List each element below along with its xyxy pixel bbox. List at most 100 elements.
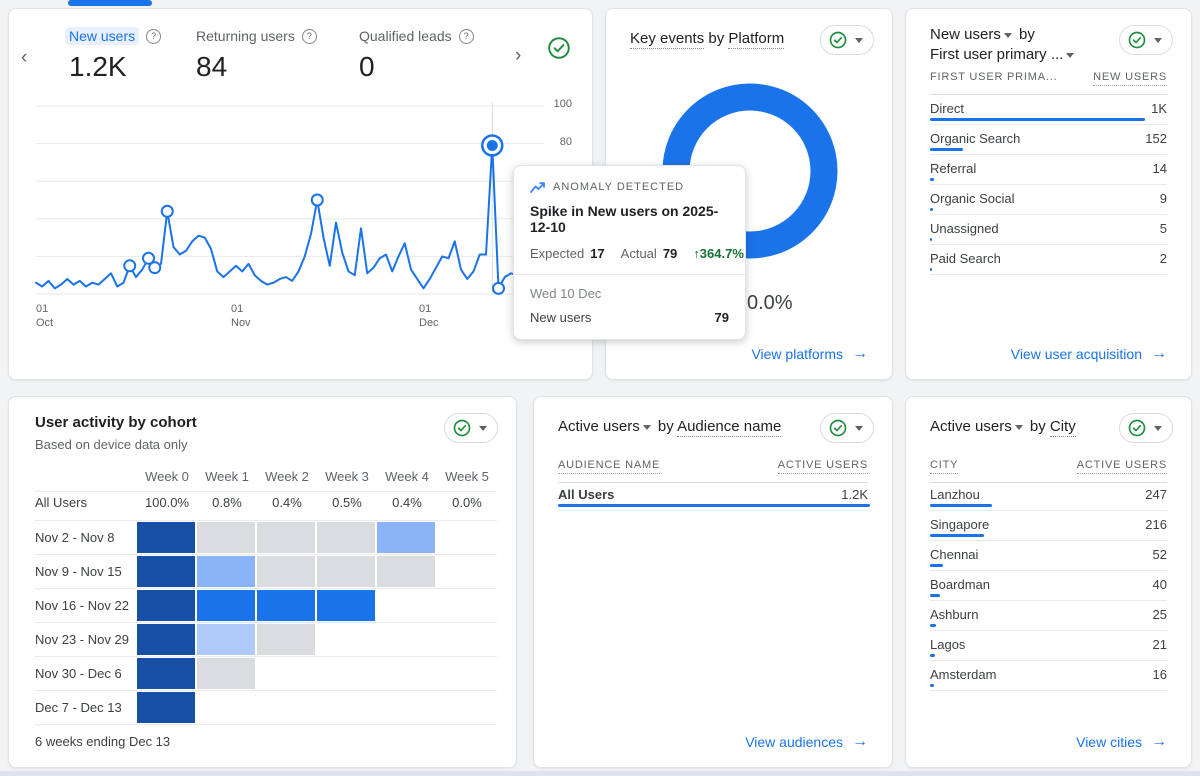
cohort-footer: 6 weeks ending Dec 13 bbox=[35, 734, 171, 749]
tab-new-users[interactable]: New users ? 1.2K bbox=[65, 26, 162, 83]
view-audiences-link[interactable]: View audiences → bbox=[745, 733, 868, 750]
insights-dropdown[interactable] bbox=[444, 413, 498, 443]
anomaly-stats: Expected 17 Actual 79 ↑364.7% bbox=[530, 246, 744, 261]
table-row[interactable]: Amsterdam 16 bbox=[930, 661, 1167, 691]
row-label: Amsterdam bbox=[930, 667, 997, 682]
table-row[interactable]: Referral 14 bbox=[930, 155, 1167, 185]
arrow-right-icon: → bbox=[852, 345, 868, 362]
cohort-cell bbox=[317, 522, 375, 553]
chevron-down-icon bbox=[1154, 425, 1162, 431]
tab-qualified-leads[interactable]: Qualified leads ? 0 bbox=[359, 26, 474, 83]
cohort-row[interactable]: Dec 7 - Dec 13 bbox=[35, 691, 497, 725]
table-row[interactable]: Chennai 52 bbox=[930, 541, 1167, 571]
row-label: All Users bbox=[558, 487, 615, 502]
table-row[interactable]: Ashburn 25 bbox=[930, 601, 1167, 631]
cohort-week-header: Week 2 bbox=[265, 469, 309, 484]
next-row-peek bbox=[0, 771, 1200, 776]
row-label: Singapore bbox=[930, 517, 990, 532]
active-tab-indicator bbox=[68, 0, 152, 6]
column-header[interactable]: NEW USERS bbox=[1093, 71, 1167, 86]
cohort-cell bbox=[317, 556, 375, 587]
row-bar bbox=[930, 594, 940, 597]
row-bar bbox=[930, 208, 933, 211]
cohort-week-header: Week 1 bbox=[205, 469, 249, 484]
row-bar bbox=[930, 564, 943, 567]
cohort-row-label: Dec 7 - Dec 13 bbox=[35, 700, 122, 715]
insights-dropdown[interactable] bbox=[820, 25, 874, 55]
cohort-week-header: Week 5 bbox=[445, 469, 489, 484]
cohort-row[interactable]: Nov 16 - Nov 22 bbox=[35, 589, 497, 623]
table-row[interactable]: Lanzhou 247 bbox=[930, 481, 1167, 511]
chevron-down-icon bbox=[479, 425, 487, 431]
help-icon[interactable]: ? bbox=[146, 28, 162, 44]
arrow-right-icon: → bbox=[1151, 733, 1167, 750]
x-axis-tick: 01 Oct bbox=[36, 303, 54, 329]
column-header[interactable]: FIRST USER PRIMA... bbox=[930, 71, 1058, 83]
view-user-acquisition-link[interactable]: View user acquisition → bbox=[1010, 345, 1167, 362]
table-row[interactable]: Lagos 21 bbox=[930, 631, 1167, 661]
column-header[interactable]: AUDIENCE NAME bbox=[558, 459, 661, 474]
cohort-percent: 0.0% bbox=[452, 495, 482, 510]
cohort-heatmap: Nov 2 - Nov 8 Nov 9 - Nov 15 Nov 16 - Nov … bbox=[35, 521, 497, 725]
check-circle-icon bbox=[453, 419, 471, 437]
table-row[interactable]: Singapore 216 bbox=[930, 511, 1167, 541]
chevron-down-icon bbox=[1154, 37, 1162, 43]
insights-dropdown[interactable] bbox=[820, 413, 874, 443]
row-value: 216 bbox=[1145, 517, 1167, 532]
cohort-row[interactable]: Nov 9 - Nov 15 bbox=[35, 555, 497, 589]
row-value: 5 bbox=[1159, 221, 1167, 236]
row-value: 16 bbox=[1152, 667, 1167, 682]
tab-label: New users bbox=[65, 27, 140, 45]
table-row[interactable]: Unassigned 5 bbox=[930, 215, 1167, 245]
chevron-down-icon bbox=[855, 425, 863, 431]
insights-dropdown[interactable] bbox=[1119, 25, 1173, 55]
cohort-cell bbox=[197, 556, 255, 587]
column-header[interactable]: ACTIVE USERS bbox=[777, 459, 868, 474]
insights-dropdown[interactable] bbox=[1119, 413, 1173, 443]
chevron-down-icon[interactable] bbox=[1014, 425, 1023, 430]
help-icon[interactable]: ? bbox=[458, 28, 474, 44]
table-row[interactable]: Organic Search 152 bbox=[930, 125, 1167, 155]
change-percent: ↑364.7% bbox=[693, 246, 744, 261]
table-row[interactable]: Organic Social 9 bbox=[930, 185, 1167, 215]
row-bar bbox=[930, 148, 963, 151]
cohort-row[interactable]: Nov 23 - Nov 29 bbox=[35, 623, 497, 657]
row-value: 152 bbox=[1145, 131, 1167, 146]
view-cities-link[interactable]: View cities → bbox=[1076, 733, 1167, 750]
table-row[interactable]: All Users 1.2K bbox=[558, 481, 870, 511]
cohort-row[interactable]: Nov 2 - Nov 8 bbox=[35, 521, 497, 555]
help-icon[interactable]: ? bbox=[301, 28, 317, 44]
cohort-row-label: Nov 30 - Dec 6 bbox=[35, 666, 122, 681]
table-row[interactable]: Boardman 40 bbox=[930, 571, 1167, 601]
row-bar bbox=[558, 504, 870, 507]
chevron-down-icon[interactable] bbox=[1066, 53, 1075, 58]
row-label: Unassigned bbox=[930, 221, 999, 236]
x-axis-tick: 01 Dec bbox=[419, 303, 439, 329]
table-header: CITY ACTIVE USERS bbox=[930, 459, 1167, 483]
chevron-down-icon[interactable] bbox=[642, 425, 651, 430]
table-row[interactable]: Paid Search 2 bbox=[930, 245, 1167, 275]
insights-check-icon[interactable] bbox=[546, 35, 572, 61]
row-bar bbox=[930, 268, 932, 271]
metric-value: 1.2K bbox=[69, 51, 127, 82]
cohort-week-headers: Week 0 Week 1 Week 2 Week 3 Week 4 Week 5 bbox=[35, 469, 497, 492]
table-row[interactable]: Direct 1K bbox=[930, 95, 1167, 125]
table-header: FIRST USER PRIMA... NEW USERS bbox=[930, 71, 1167, 95]
y-axis-tick: 100 bbox=[553, 98, 572, 110]
row-value: 1K bbox=[1151, 101, 1167, 116]
cohort-percent: 0.4% bbox=[272, 495, 302, 510]
column-header[interactable]: CITY bbox=[930, 459, 959, 474]
column-header[interactable]: ACTIVE USERS bbox=[1076, 459, 1167, 474]
chevron-down-icon[interactable] bbox=[1003, 33, 1012, 38]
tab-returning-users[interactable]: Returning users ? 84 bbox=[196, 26, 317, 83]
carousel-next-button[interactable]: › bbox=[515, 45, 522, 66]
divider bbox=[514, 274, 745, 275]
cohort-row[interactable]: Nov 30 - Dec 6 bbox=[35, 657, 497, 691]
y-axis-tick: 80 bbox=[559, 136, 572, 148]
cohort-percent: 0.4% bbox=[392, 495, 422, 510]
active-users-audience-card: Active users by Audience name AUDIENCE N… bbox=[533, 396, 893, 768]
new-users-acquisition-card: New users by First user primary ... FIRS… bbox=[905, 8, 1192, 380]
carousel-prev-button[interactable]: ‹ bbox=[21, 47, 28, 68]
view-platforms-link[interactable]: View platforms → bbox=[751, 345, 868, 362]
